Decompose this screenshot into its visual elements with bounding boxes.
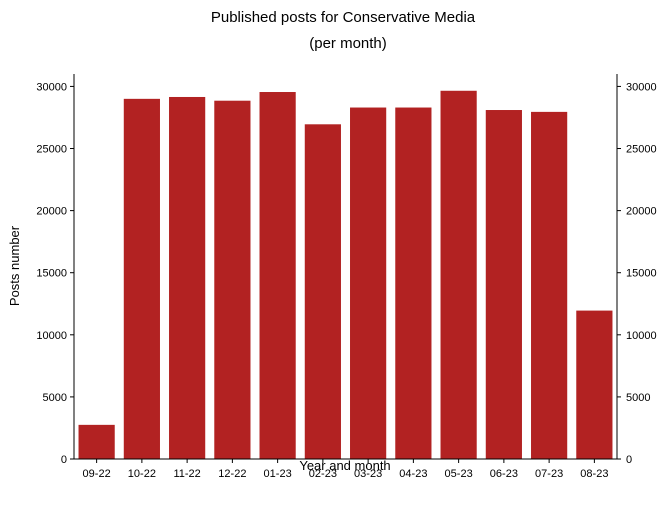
x-tick-label: 03-23 (354, 468, 382, 480)
x-tick-label: 09-22 (83, 468, 111, 480)
chart-subtitle: (per month) (309, 35, 387, 52)
y-tick-label-left: 20000 (36, 206, 67, 218)
y-tick-label-left: 15000 (36, 268, 67, 280)
x-tick-label: 11-22 (173, 468, 200, 480)
y-tick-label-left: 25000 (36, 144, 67, 156)
x-tick-label: 02-23 (309, 468, 337, 480)
bar-11-22 (169, 96, 206, 459)
x-tick-label: 12-22 (218, 468, 246, 480)
x-tick-label: 08-23 (580, 468, 608, 480)
x-tick-label: 07-23 (535, 468, 563, 480)
x-tick-label: 05-23 (445, 468, 473, 480)
y-tick-label-right: 30000 (626, 81, 657, 93)
bar-07-23 (531, 111, 568, 459)
bar-09-22 (78, 424, 115, 459)
bar-04-23 (395, 107, 432, 459)
x-tick-label: 06-23 (490, 468, 518, 480)
chart-title: Published posts for Conservative Media (211, 9, 476, 26)
y-tick-label-right: 25000 (626, 144, 657, 156)
y-tick-label-right: 20000 (626, 206, 657, 218)
y-axis-label: Posts number (7, 225, 22, 306)
y-tick-label-left: 30000 (36, 81, 67, 93)
x-tick-label: 04-23 (399, 468, 427, 480)
bar-08-23 (576, 310, 613, 459)
y-tick-label-left: 0 (61, 454, 67, 466)
x-tick-label: 01-23 (264, 468, 292, 480)
bar-02-23 (304, 124, 341, 460)
bars-group (78, 90, 613, 460)
y-tick-label-right: 15000 (626, 268, 657, 280)
bar-01-23 (259, 92, 296, 459)
bar-05-23 (440, 90, 477, 460)
bar-06-23 (485, 110, 522, 460)
bar-12-22 (214, 100, 251, 459)
x-tick-label: 10-22 (128, 468, 156, 480)
y-tick-label-left: 10000 (36, 330, 67, 342)
y-tick-label-right: 10000 (626, 330, 657, 342)
bar-10-22 (123, 98, 160, 459)
y-tick-label-left: 5000 (43, 392, 67, 404)
axes-group: 09-22 10-22 11-22 12-22 01-23 02-23 03-23 04-23… (36, 74, 657, 480)
y-tick-label-right: 0 (626, 454, 632, 466)
x-axis-label: Year and month (299, 458, 390, 473)
bar-03-23 (350, 107, 387, 459)
y-tick-label-right: 5000 (626, 392, 650, 404)
